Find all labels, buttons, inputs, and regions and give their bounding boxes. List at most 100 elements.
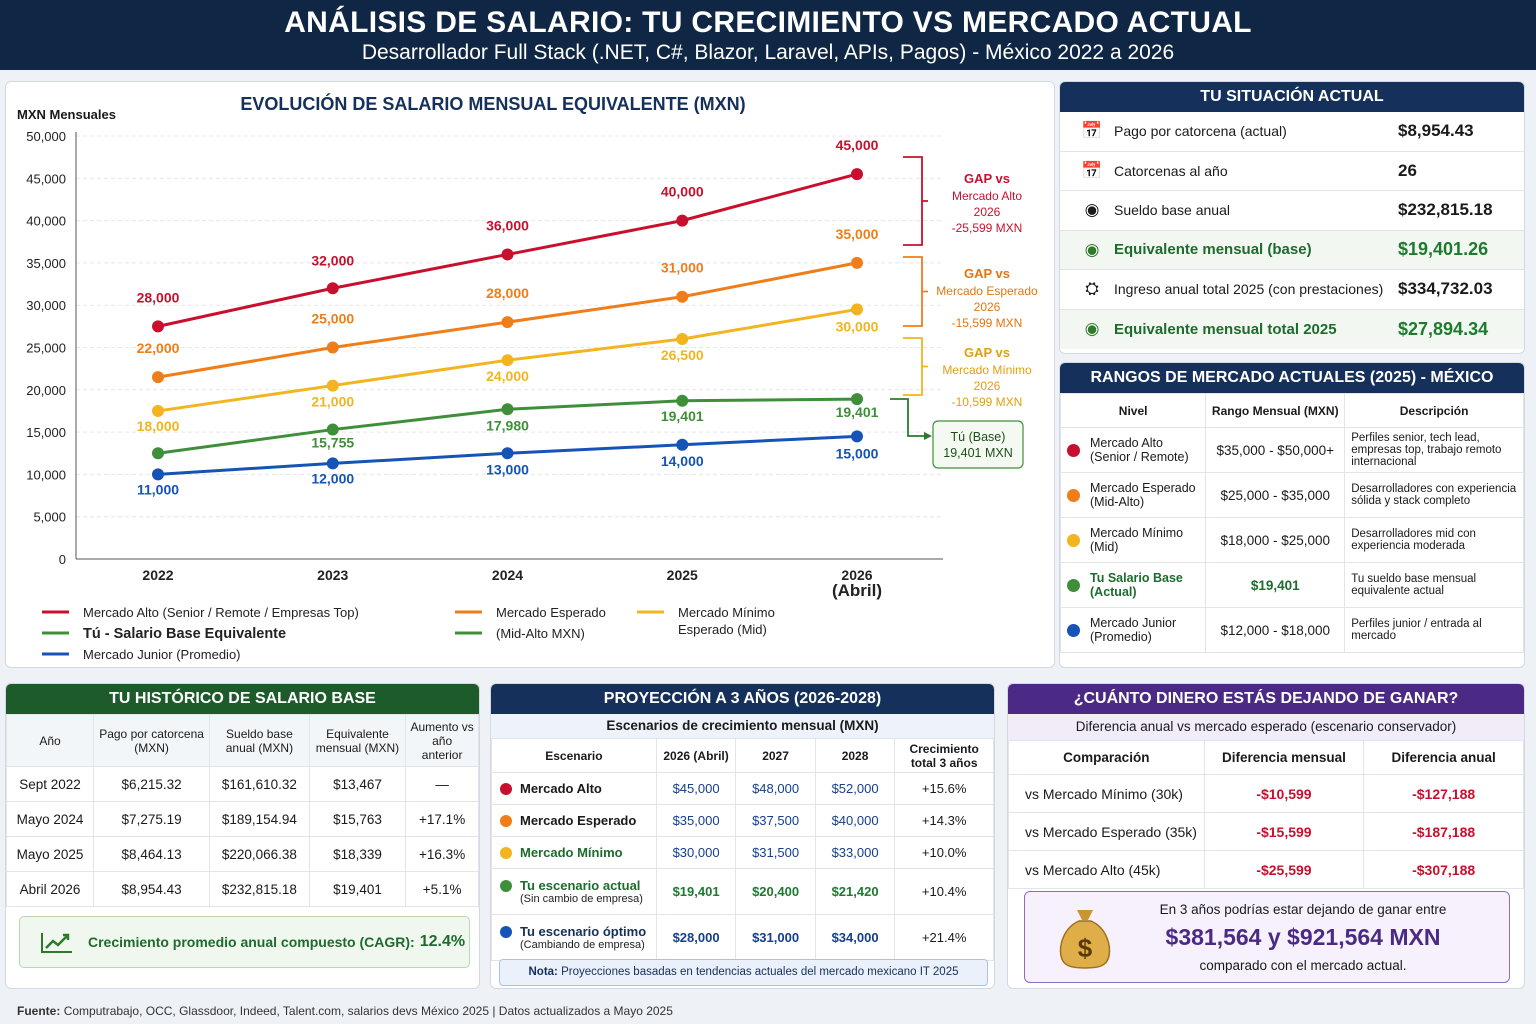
page-header: ANÁLISIS DE SALARIO: TU CRECIMIENTO VS M… [0,0,1536,70]
gap-row: vs Mercado Mínimo (30k) -$10,599 -$127,1… [1008,774,1524,813]
scenario-dot [500,783,512,795]
projection-title: PROYECCIÓN A 3 AÑOS (2026-2028) [491,684,994,714]
situation-value: $27,894.34 [1398,318,1489,339]
situation-value: $19,401.26 [1398,239,1489,260]
projection-header-cell: 2026 (Abril) [655,738,737,773]
data-point [326,379,339,392]
projection-note-text: Proyecciones basadas en tendencias actua… [561,966,959,978]
level-name: Mercado Mínimo (Mid) [1090,526,1184,554]
history-cell: — [405,766,479,802]
data-point [676,438,689,451]
gap-annotation-text: -25,599 MXN [952,221,1023,235]
history-header-cell: Sueldo base anual (MXN) [209,714,310,767]
page-subtitle: Desarrollador Full Stack (.NET, C#, Blaz… [361,41,1175,64]
history-cell: +16.3% [405,836,479,872]
gap-monthly-cell: -$15,599 [1203,812,1365,851]
data-point [152,371,164,384]
data-label: 32,000 [311,252,354,268]
situation-value: 26 [1398,160,1417,180]
legend-label: Mercado Mínimo [678,605,775,620]
ranges-desc-cell: Perfiles junior / entrada al mercado [1344,607,1524,653]
situation-label: Equivalente mensual (base) [1114,241,1312,259]
gap-header-cell: Diferencia mensual [1203,740,1365,775]
scenario-name: Mercado Mínimo [520,845,623,860]
gap-comparison-cell: vs Mercado Mínimo (30k) [1008,774,1205,813]
salary-history-title: TU HISTÓRICO DE SALARIO BASE [6,684,479,714]
y-tick-label: 50,000 [26,129,66,144]
scenario-name: Mercado Esperado [520,813,637,828]
cagr-box: Crecimiento promedio anual compuesto (CA… [19,916,470,968]
base-callout-text: 19,401 MXN [943,446,1012,460]
ranges-row: Mercado Esperado (Mid-Alto) $25,000 - $3… [1060,472,1524,518]
scenario-name: Mercado Alto [520,781,602,796]
projection-value-cell: +10.4% [894,868,994,915]
data-label: 31,000 [661,260,704,276]
x-tick-label: 2024 [492,567,523,583]
situation-label: Equivalente mensual total 2025 [1114,320,1337,338]
legend-label: Mercado Junior (Promedio) [83,647,241,662]
ranges-level-cell: Mercado Alto (Senior / Remote) [1060,427,1207,473]
data-label: 28,000 [137,289,180,305]
ranges-range-cell: $18,000 - $25,000 [1205,517,1346,563]
projection-value-cell: +21.4% [894,914,994,961]
ranges-row: Mercado Junior (Promedio) $12,000 - $18,… [1060,607,1524,653]
ranges-range-cell: $25,000 - $35,000 [1205,472,1346,518]
money-badge-icon: ◉ [1084,239,1100,259]
money-lost-summary-box: $ En 3 años podrías estar dejando de gan… [1024,891,1510,983]
data-label: 45,000 [836,137,879,153]
history-cell: $18,339 [308,836,407,872]
projection-value-cell: +10.0% [894,836,994,869]
history-cell: $161,610.32 [209,766,310,802]
situation-value: $232,815.18 [1398,200,1493,220]
ranges-level-cell: Mercado Esperado (Mid-Alto) [1060,472,1207,518]
situation-value: $334,732.03 [1398,279,1493,299]
footer-source-label: Fuente: [17,1004,61,1018]
gap-annual-cell: -$127,188 [1363,774,1524,813]
situation-row: ◉ Equivalente mensual (base) $19,401.26 [1060,230,1524,270]
gap-annual-cell: -$187,188 [1363,812,1524,851]
money-lost-line1: En 3 años podrías estar dejando de ganar… [1159,902,1447,917]
data-label: 19,401 [836,404,879,420]
projection-value-cell: $20,400 [735,868,816,915]
data-label: 36,000 [486,217,529,233]
base-callout-arrow [924,432,932,440]
history-cell: +5.1% [405,871,479,907]
projection-note: Nota: Proyecciones basadas en tendencias… [499,959,988,986]
y-tick-label: 15,000 [26,425,66,440]
data-point [851,393,863,406]
history-cell: $13,467 [308,766,407,802]
gap-row: vs Mercado Esperado (35k) -$15,599 -$187… [1008,812,1524,851]
data-point [501,403,514,416]
data-point [326,341,339,354]
situation-label: Catorcenas al año [1114,162,1228,179]
data-point [501,248,514,261]
gap-comparison-cell: vs Mercado Alto (45k) [1008,850,1205,889]
data-label: 25,000 [311,311,354,327]
base-callout-text: Tú (Base) [951,430,1006,444]
level-name: Mercado Junior (Promedio) [1090,616,1177,644]
projection-table: Escenario 2026 (Abril) 2027 2028 Crecimiento… [491,738,994,961]
level-name: Mercado Esperado (Mid-Alto) [1090,481,1196,509]
data-point [851,256,863,269]
level-name: Tu Salario Base (Actual) [1090,571,1183,599]
projection-scenario-cell: Mercado Esperado [491,804,657,837]
scenario-dot [500,880,512,892]
projection-value-cell: $31,500 [735,836,816,869]
scenario-name: Tu escenario actual [520,878,641,893]
gap-annotation-text: GAP vs [964,171,1010,186]
data-point [676,214,689,227]
history-cell: Mayo 2024 [6,801,95,837]
scenario-dot [500,926,512,938]
history-cell: $189,154.94 [209,801,310,837]
data-point [326,457,339,470]
history-cell: $7,275.19 [93,801,211,837]
situation-row: ⛭ Ingreso anual total 2025 (con prestaci… [1060,270,1524,310]
history-cell: Abril 2026 [6,871,95,907]
history-header-cell: Pago por catorcena (MXN) [93,714,211,767]
y-tick-label: 35,000 [26,256,66,271]
projection-value-cell: $33,000 [814,836,896,869]
level-dot [1067,443,1080,457]
trend-up-icon [41,933,72,953]
data-point [851,303,863,316]
level-dot [1067,623,1080,637]
